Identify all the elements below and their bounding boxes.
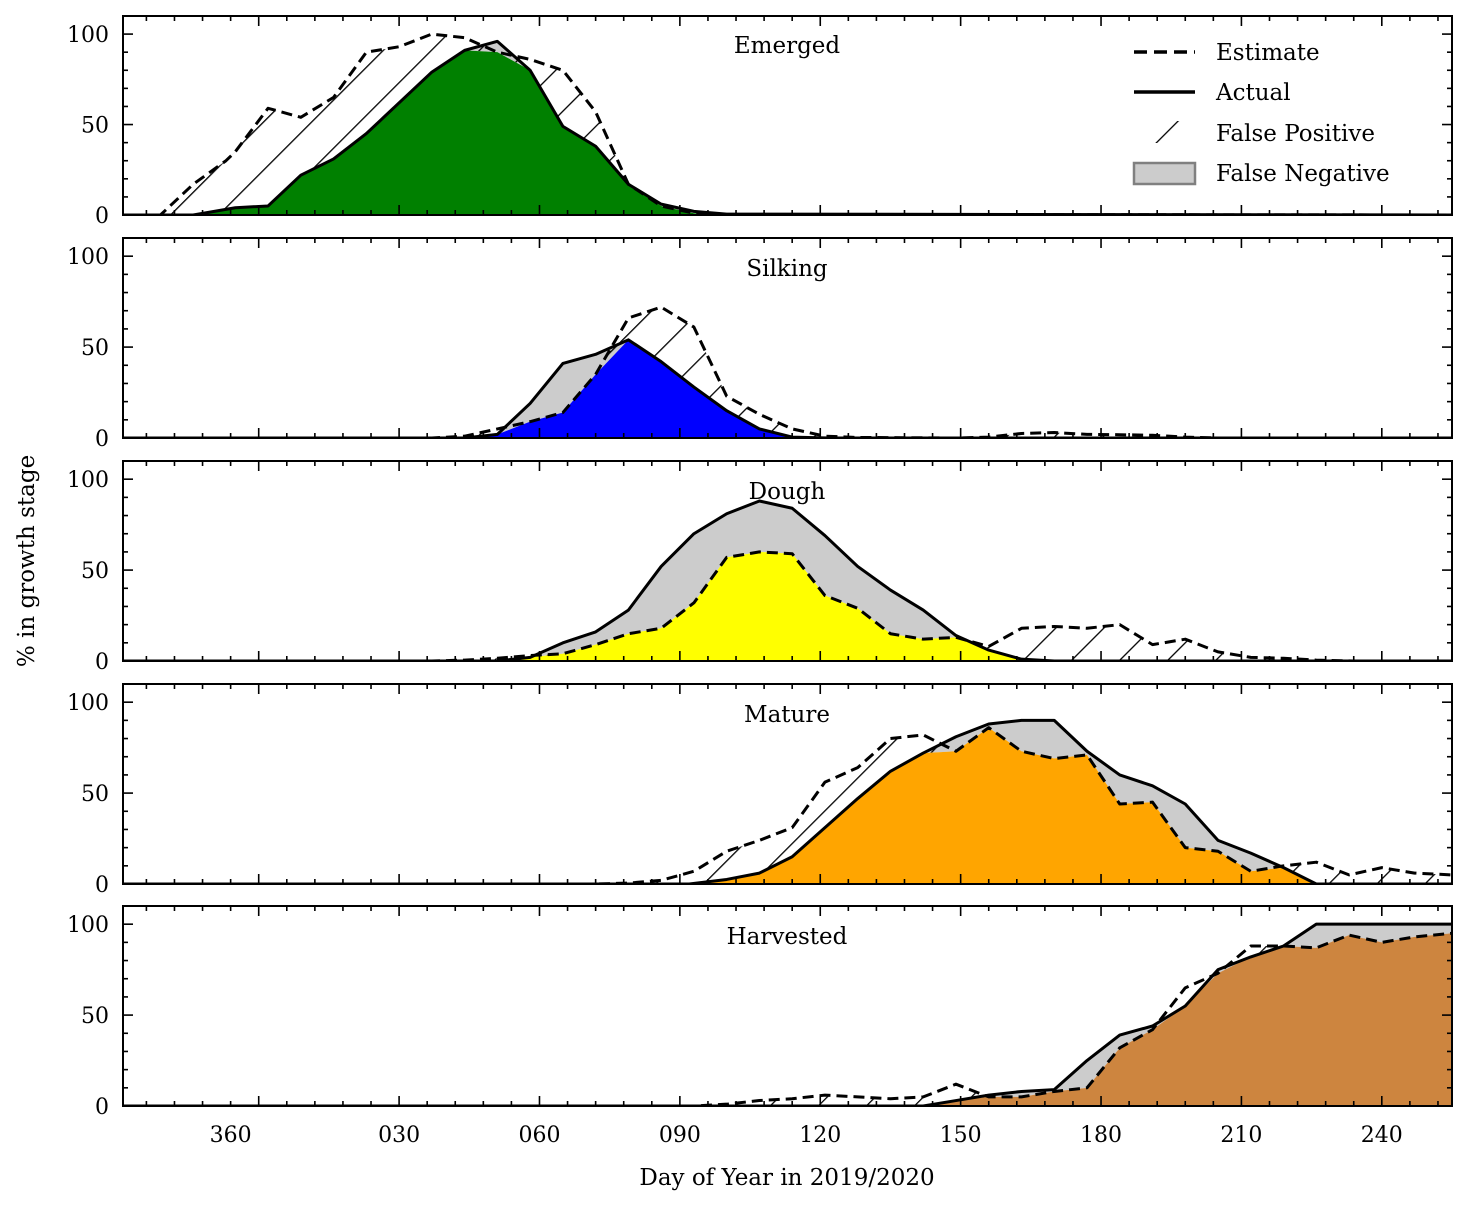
panel-emerged-y-tick-label: 100 — [67, 23, 109, 48]
x-tick-label: 120 — [799, 1123, 841, 1148]
panel-silking-plot — [123, 305, 1452, 438]
panel-silking-actual-line — [123, 338, 1452, 438]
panel-harvested-false-negative-area — [123, 924, 1452, 1106]
panel-harvested-actual-line — [123, 922, 1452, 1106]
legend-false-positive-label: False Positive — [1216, 121, 1375, 147]
legend: Estimate Actual False Positive False Neg… — [1132, 40, 1390, 187]
panel-title-harvested: Harvested — [727, 924, 848, 950]
panel-mature-plot — [123, 718, 1452, 884]
panel-dough-y-tick-label: 50 — [81, 559, 109, 584]
panel-title-emerged: Emerged — [734, 33, 841, 59]
panel-harvested-y-tick-label: 50 — [81, 1004, 109, 1029]
panel-emerged-ticks — [123, 15, 1452, 216]
panel-silking-y-tick-label: 50 — [81, 336, 109, 361]
panel-silking-false-negative-area — [123, 339, 1452, 438]
panel-mature-estimate-line — [123, 726, 1452, 884]
panel-harvested-overlap-area — [123, 933, 1452, 1106]
panel-title-dough: Dough — [749, 479, 826, 505]
panel-emerged-y-tick-label: 50 — [81, 114, 109, 139]
panels: 0 50 100 0 50 100 0 50 100 0 50 100 0 50 100 360 030 060 0… — [67, 15, 1453, 1148]
panel-silking-false-positive-area — [123, 307, 1452, 438]
panel-mature-y-tick-label: 100 — [67, 691, 109, 716]
panel-harvested-ticks — [123, 905, 1452, 1107]
y-axis-title: % in growth stage — [14, 455, 40, 667]
x-tick-label: 030 — [378, 1123, 420, 1148]
panel-emerged-estimate-line — [123, 32, 1452, 215]
panel-emerged-actual-line — [123, 39, 1452, 215]
panel-harvested-y-tick-label: 100 — [67, 913, 109, 938]
panel-title-silking: Silking — [746, 256, 828, 282]
panel-emerged-false-positive-area — [123, 34, 1452, 215]
legend-false-negative-label: False Negative — [1216, 161, 1390, 187]
panel-dough-y-tick-label: 100 — [67, 468, 109, 493]
panel-mature-actual-line — [123, 718, 1452, 884]
panel-mature-frame — [122, 683, 1453, 885]
panel-emerged-overlap-area — [123, 50, 1452, 215]
x-tick-label: 090 — [659, 1123, 701, 1148]
legend-actual-label: Actual — [1215, 80, 1291, 106]
panel-dough-ticks — [123, 460, 1452, 662]
panel-harvested-estimate-line — [123, 931, 1452, 1106]
panel-emerged-plot — [123, 32, 1452, 215]
x-tick-label: 360 — [210, 1123, 252, 1148]
panel-dough-actual-line — [123, 499, 1452, 661]
panel-silking-overlap-area — [123, 339, 1452, 438]
panel-dough-false-positive-area — [123, 551, 1452, 661]
panel-harvested-plot — [123, 922, 1452, 1106]
panel-emerged-frame — [122, 15, 1453, 216]
panel-dough-plot — [123, 499, 1452, 661]
panel-silking-y-tick-label: 0 — [95, 427, 109, 452]
panel-mature-overlap-area — [123, 727, 1452, 884]
panel-silking-ticks — [123, 237, 1452, 439]
x-tick-label: 240 — [1361, 1123, 1403, 1148]
panel-title-mature: Mature — [744, 702, 830, 728]
panel-silking-frame — [122, 237, 1453, 439]
panel-harvested-y-tick-label: 0 — [95, 1095, 109, 1120]
panel-dough-y-tick-label: 0 — [95, 650, 109, 675]
panel-silking-estimate-line — [123, 305, 1452, 438]
legend-false-negative-swatch — [1132, 161, 1197, 186]
panel-silking-y-tick-label: 100 — [67, 245, 109, 270]
panel-mature-y-tick-label: 0 — [95, 873, 109, 898]
x-tick-label: 210 — [1220, 1123, 1262, 1148]
panel-dough-overlap-area — [123, 551, 1452, 661]
panel-dough-estimate-line — [123, 550, 1452, 661]
legend-estimate-label: Estimate — [1216, 40, 1320, 66]
x-tick-label: 150 — [940, 1123, 982, 1148]
panel-mature-y-tick-label: 50 — [81, 782, 109, 807]
panel-mature-false-positive-area — [123, 727, 1452, 884]
panel-harvested-frame — [122, 905, 1453, 1107]
legend-false-positive-swatch — [1134, 121, 1195, 143]
panel-mature-ticks — [123, 683, 1452, 885]
panel-dough-frame — [122, 460, 1453, 662]
x-axis-title: Day of Year in 2019/2020 — [639, 1165, 934, 1191]
x-tick-label: 060 — [518, 1123, 560, 1148]
x-tick-label: 180 — [1080, 1123, 1122, 1148]
panel-dough-false-negative-area — [123, 501, 1452, 661]
panel-emerged-y-tick-label: 0 — [95, 204, 109, 229]
